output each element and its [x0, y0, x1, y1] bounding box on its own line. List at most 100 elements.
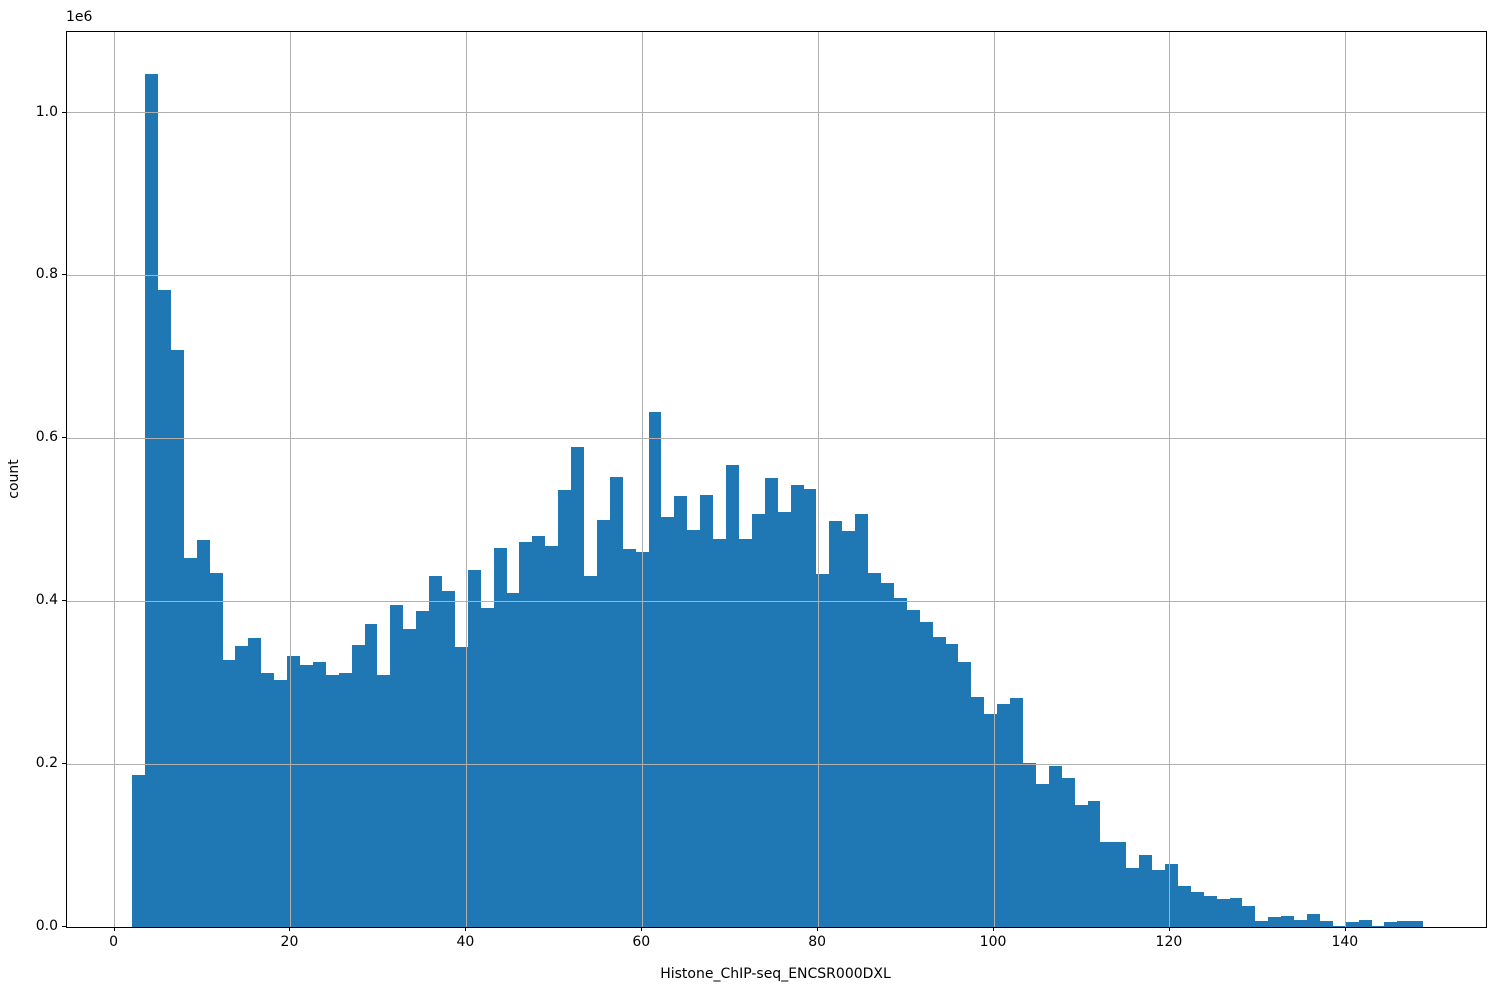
y-tick-mark	[62, 111, 66, 113]
histogram-bar	[803, 488, 817, 927]
histogram-bar	[1242, 905, 1256, 927]
histogram-bar	[222, 659, 236, 927]
histogram-bar	[751, 514, 765, 927]
histogram-bar	[558, 489, 572, 927]
histogram-bar	[312, 661, 326, 927]
v-gridline	[817, 32, 819, 927]
histogram-bar	[145, 74, 158, 927]
y-tick-label: 0.4	[35, 592, 58, 609]
histogram-bar	[1319, 920, 1333, 927]
histogram-bar	[1139, 855, 1153, 927]
histogram-bar	[906, 610, 920, 927]
histogram-bar	[984, 714, 998, 927]
histogram-bar	[648, 411, 662, 927]
histogram-bar	[338, 672, 352, 927]
histogram-bar	[261, 672, 275, 927]
x-tick-label: 60	[632, 934, 651, 950]
histogram-bar	[842, 531, 856, 927]
x-tick-mark	[289, 927, 291, 931]
histogram-bar	[170, 350, 184, 927]
histogram-bar	[1229, 897, 1243, 927]
histogram-bar	[674, 496, 688, 927]
y-axis-label: count	[6, 459, 22, 499]
histogram-bar	[1074, 804, 1088, 927]
h-gridline	[67, 112, 1486, 114]
histogram-bar	[1397, 921, 1411, 927]
histogram-bar	[945, 643, 959, 927]
histogram-bar	[248, 637, 262, 927]
x-tick-mark	[465, 927, 467, 931]
histogram-bar	[764, 478, 778, 927]
histogram-bar	[997, 703, 1011, 927]
h-gridline	[67, 274, 1486, 276]
histogram-bar	[1281, 916, 1295, 927]
histogram-bar	[1022, 763, 1036, 927]
histogram-bar	[829, 521, 843, 927]
histogram-bar	[157, 290, 171, 927]
x-tick-mark	[993, 927, 995, 931]
histogram-bar	[661, 517, 675, 927]
histogram-bar	[880, 583, 894, 927]
histogram-bar	[364, 624, 378, 927]
y-axis-offset-text: 1e6	[66, 9, 93, 25]
histogram-bar	[519, 541, 533, 927]
x-tick-label: 140	[1331, 934, 1359, 950]
y-tick-label: 0.6	[35, 429, 58, 446]
histogram-bar	[855, 514, 869, 927]
v-gridline	[1169, 32, 1171, 927]
histogram-bar	[622, 549, 636, 927]
histogram-bar	[919, 622, 933, 927]
histogram-bar	[1345, 922, 1359, 927]
histogram-bar	[700, 495, 714, 927]
x-tick-label: 120	[1155, 934, 1183, 950]
histogram-bar	[506, 593, 520, 927]
x-tick-label: 100	[979, 934, 1007, 950]
histogram-bar	[1010, 698, 1023, 927]
y-tick-mark	[62, 274, 66, 276]
histogram-bar	[1294, 919, 1307, 927]
v-gridline	[641, 32, 643, 927]
histogram-bar	[1371, 926, 1385, 927]
histogram-bar	[454, 646, 468, 927]
histogram-bar	[1255, 920, 1269, 927]
v-gridline	[1345, 32, 1347, 927]
histogram-bar	[571, 447, 585, 927]
histogram-bar	[868, 572, 881, 927]
histogram-bar	[816, 574, 830, 927]
histogram-bar	[545, 545, 559, 927]
histogram-bar	[132, 774, 146, 927]
y-tick-label: 0.2	[35, 755, 58, 772]
x-tick-mark	[1344, 927, 1346, 931]
histogram-bar	[738, 539, 752, 927]
histogram-bar	[1203, 896, 1217, 927]
histogram-bar	[1100, 841, 1114, 927]
x-tick-mark	[641, 927, 643, 931]
histogram-bar	[325, 674, 339, 927]
x-axis-label: Histone_ChIP-seq_ENCSR000DXL	[660, 966, 891, 982]
x-tick-label: 80	[808, 934, 827, 950]
histogram-bar	[1048, 765, 1062, 927]
histogram-bar	[442, 591, 455, 927]
histogram-bar	[351, 645, 365, 927]
y-tick-label: 0.0	[35, 918, 58, 934]
y-tick-mark	[62, 437, 66, 439]
plot-area	[66, 31, 1487, 928]
histogram-bar	[274, 680, 288, 927]
x-tick-label: 0	[109, 934, 119, 950]
y-tick-label: 0.8	[35, 266, 58, 283]
histogram-bar	[196, 540, 210, 927]
histogram-bar	[1216, 899, 1230, 927]
histogram-bar	[713, 539, 727, 927]
histogram-bar	[1087, 800, 1101, 927]
histogram-bar	[1152, 870, 1165, 927]
histogram-bar	[532, 536, 546, 927]
x-tick-mark	[113, 927, 115, 931]
histogram-bar	[1177, 886, 1191, 927]
histogram-bar	[300, 664, 313, 927]
x-tick-label: 20	[280, 934, 299, 950]
histogram-bar	[687, 529, 701, 927]
histogram-bar	[790, 484, 804, 927]
h-gridline	[67, 437, 1486, 439]
x-tick-label: 40	[456, 934, 475, 950]
h-gridline	[67, 763, 1486, 765]
